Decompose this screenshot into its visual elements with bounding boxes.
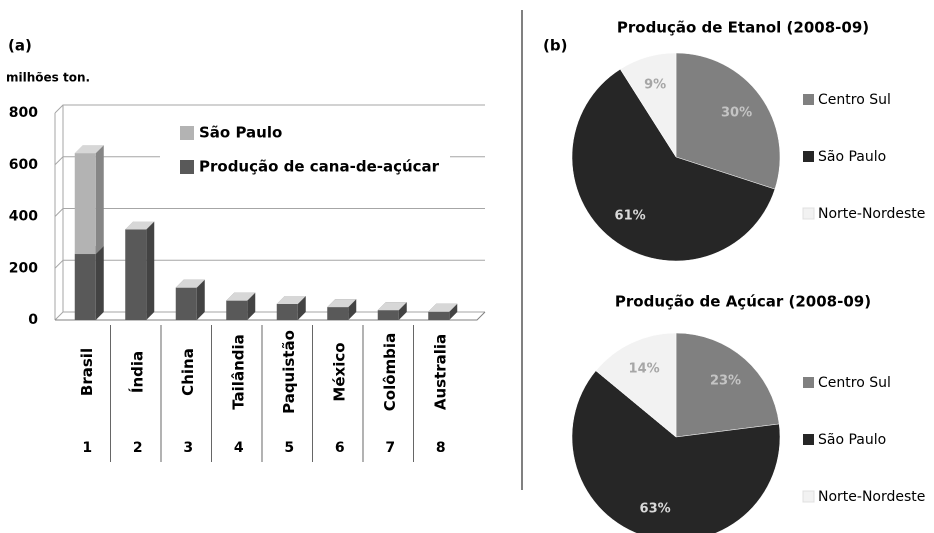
- data-label: 30%: [721, 105, 752, 120]
- bar-side: [398, 302, 407, 320]
- legend-label: Centro Sul: [818, 92, 891, 108]
- category-number: 8: [436, 440, 446, 456]
- grid-line: [54, 208, 485, 217]
- legend-label: Produção de cana-de-açúcar: [199, 158, 440, 176]
- category-number: 7: [385, 440, 395, 456]
- bar-top: [327, 299, 357, 308]
- bar-top: [125, 221, 155, 230]
- x-tick-label: México: [330, 342, 348, 401]
- bar: [327, 307, 349, 320]
- x-tick-label: Australia: [431, 334, 449, 410]
- bar: [377, 310, 399, 320]
- legend-swatch: [803, 377, 814, 388]
- x-tick-label: Índia: [127, 351, 146, 393]
- legend-label: Norte-Nordeste: [818, 206, 925, 222]
- legend-box: [160, 118, 450, 188]
- legend-label: São Paulo: [818, 432, 886, 448]
- bar: [428, 311, 450, 320]
- bar-top: [226, 292, 256, 301]
- y-axis-label: milhões ton.: [6, 71, 90, 85]
- bar-top: [377, 302, 407, 311]
- bar: [74, 153, 96, 255]
- bar-side: [297, 295, 306, 320]
- bar-top: [428, 303, 458, 312]
- data-label: 61%: [615, 209, 646, 224]
- data-label: 23%: [710, 373, 741, 388]
- panel-label: (b): [543, 37, 567, 55]
- legend-swatch: [803, 434, 814, 445]
- bar-top: [276, 295, 306, 304]
- y-tick-label: 0: [28, 312, 38, 328]
- category-number: 2: [133, 440, 143, 456]
- bar-side: [348, 299, 357, 320]
- panel-label: (a): [8, 37, 32, 55]
- category-number: 4: [234, 440, 244, 456]
- pie-slice: [571, 370, 781, 533]
- bar-side: [247, 292, 256, 320]
- legend-swatch: [180, 126, 194, 140]
- legend-swatch: [803, 151, 814, 162]
- legend-swatch: [180, 160, 194, 174]
- legend-label: Centro Sul: [818, 375, 891, 391]
- x-tick-label: China: [179, 348, 197, 396]
- floor: [55, 311, 486, 321]
- bar: [125, 229, 147, 320]
- grid-line: [54, 311, 485, 321]
- legend-label: São Paulo: [199, 124, 282, 142]
- data-label: 14%: [629, 362, 660, 377]
- legend-label: São Paulo: [818, 149, 886, 165]
- legend-swatch: [802, 207, 815, 220]
- chart-title: Produção de Etanol (2008-09): [617, 19, 869, 37]
- bar: [276, 303, 298, 320]
- bar-side: [95, 145, 104, 255]
- bar-top: [74, 145, 104, 154]
- category-number: 1: [82, 440, 92, 456]
- pie-slice: [675, 332, 780, 438]
- y-tick-label: 200: [9, 260, 38, 276]
- legend-swatch: [803, 94, 814, 105]
- bar-side: [146, 221, 155, 320]
- bar: [74, 254, 96, 320]
- pie-slice: [571, 68, 776, 262]
- y-tick-label: 600: [9, 157, 38, 173]
- category-number: 3: [183, 440, 193, 456]
- data-label: 63%: [640, 501, 671, 516]
- x-tick-label: Tailândia: [229, 334, 247, 410]
- bar-side: [196, 279, 205, 320]
- y-tick-label: 400: [9, 209, 38, 225]
- bar: [226, 300, 248, 320]
- y-tick-label: 800: [9, 105, 38, 121]
- bar-top: [175, 279, 205, 288]
- category-number: 5: [284, 440, 294, 456]
- chart-title: Produção de Açúcar (2008-09): [615, 293, 871, 311]
- pie-slice: [675, 52, 781, 190]
- pie-slice: [595, 332, 677, 438]
- x-tick-label: Paquistão: [280, 330, 298, 414]
- legend-swatch: [802, 490, 815, 503]
- legend-label: Norte-Nordeste: [818, 489, 925, 505]
- x-tick-label: Brasil: [78, 348, 96, 396]
- pie-slice: [619, 52, 677, 158]
- bar: [175, 287, 197, 320]
- bar-side: [449, 303, 458, 320]
- bar-side: [95, 246, 104, 320]
- grid-line: [54, 104, 485, 114]
- grid-line: [54, 259, 485, 269]
- category-number: 6: [335, 440, 345, 456]
- x-tick-label: Colômbia: [381, 333, 399, 411]
- data-label: 9%: [644, 78, 666, 93]
